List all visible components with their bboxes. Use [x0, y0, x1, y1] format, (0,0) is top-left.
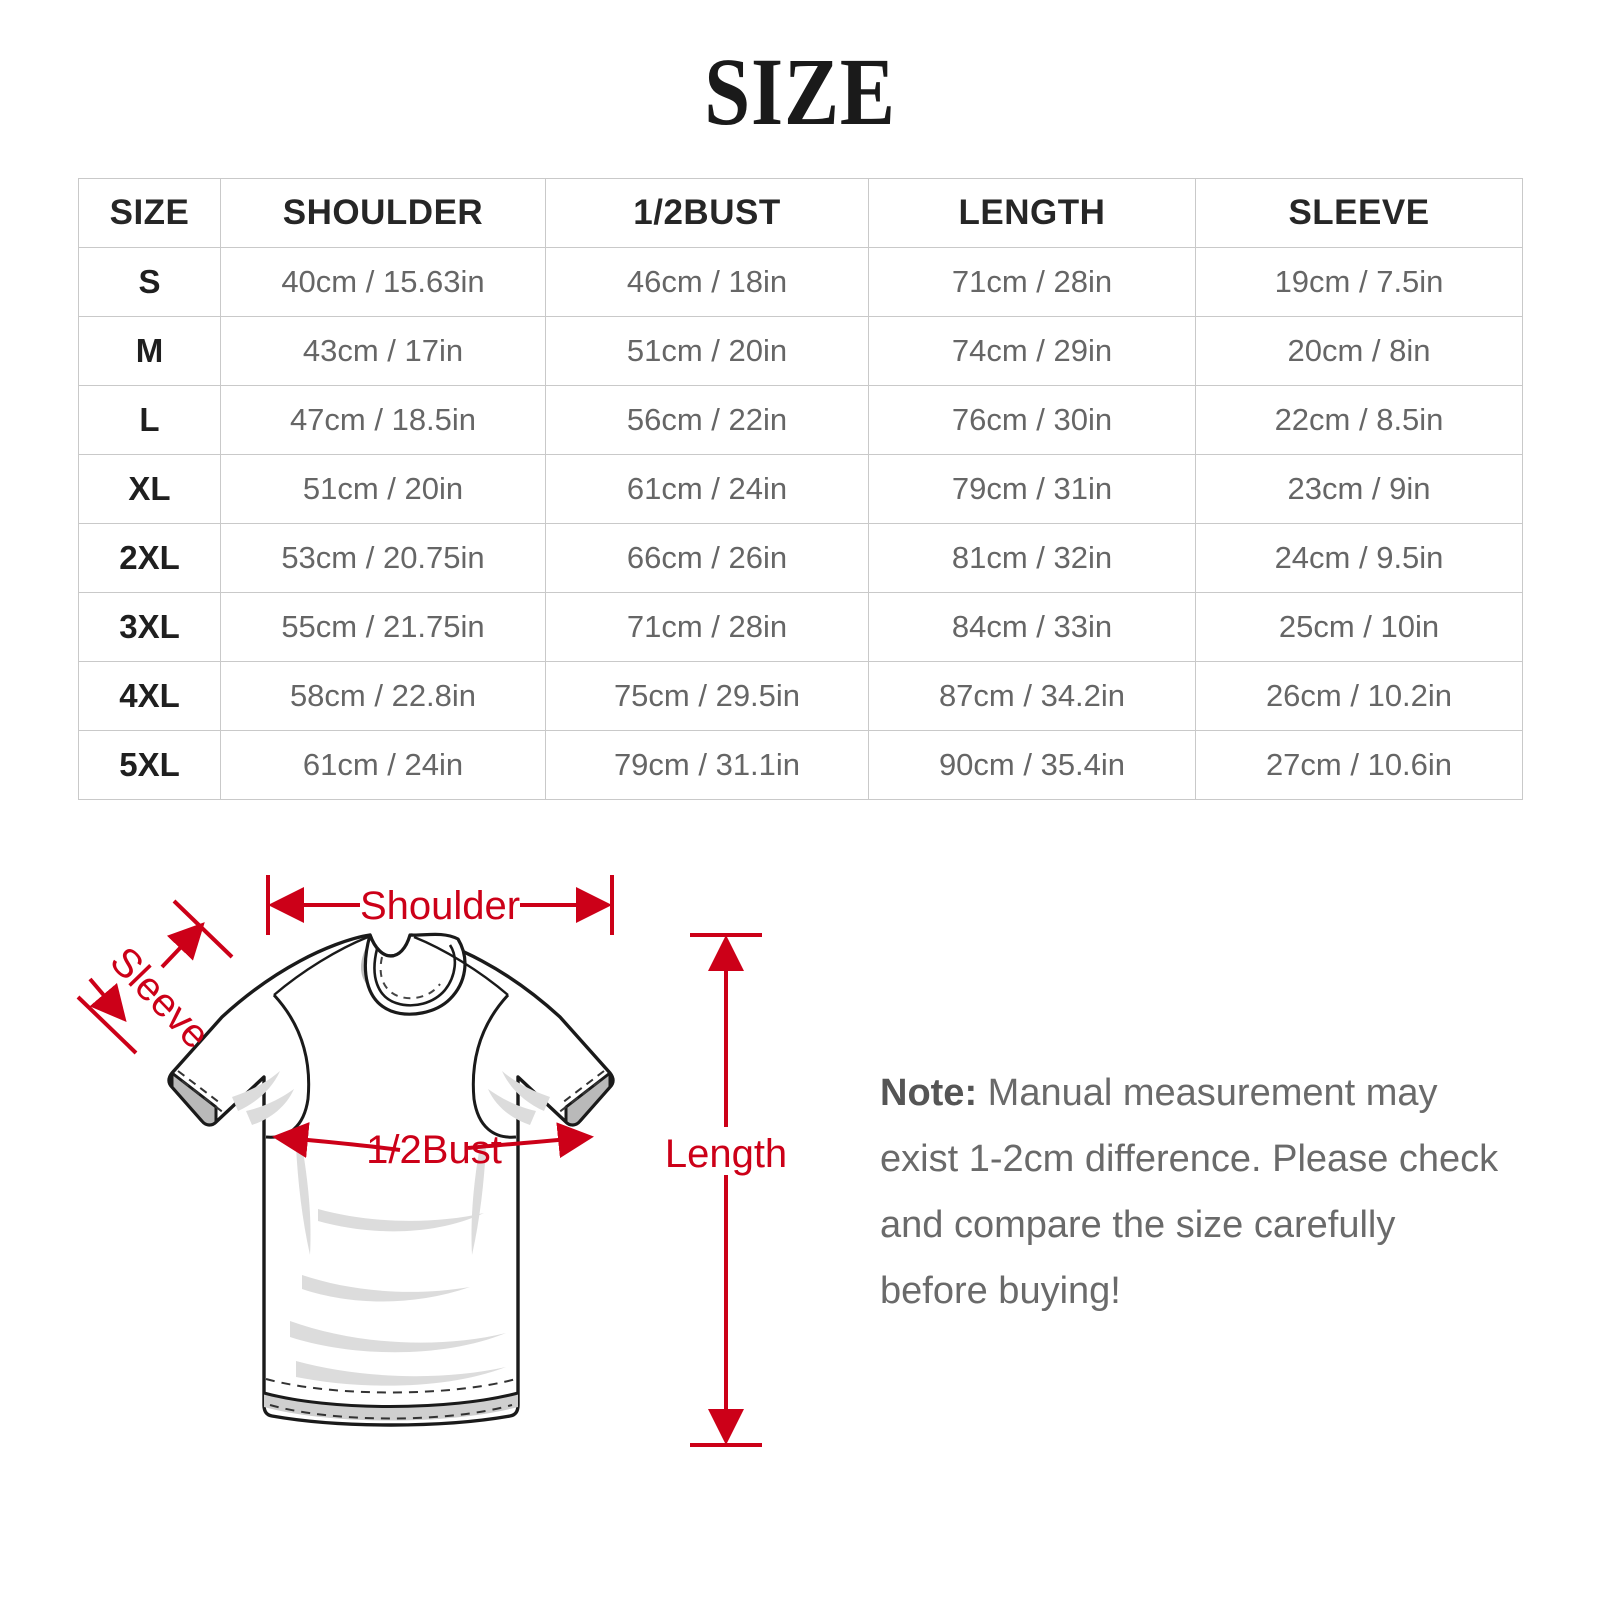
- measurement-note: Note: Manual measurement may exist 1-2cm…: [880, 1060, 1500, 1324]
- tshirt-measurement-diagram: Shoulder Sleeve 1/2Bust Length: [50, 845, 850, 1565]
- sleeve-label: Sleeve: [102, 939, 219, 1058]
- bust-arrow-right: [467, 1122, 594, 1159]
- cell-bust: 75cm / 29.5in: [545, 661, 869, 731]
- table-row: M 43cm / 17in 51cm / 20in 74cm / 29in 20…: [78, 316, 1523, 386]
- column-header-bust: 1/2BUST: [545, 178, 869, 248]
- table-row: 5XL 61cm / 24in 79cm / 31.1in 90cm / 35.…: [78, 730, 1523, 800]
- tshirt-hem-line: [263, 1391, 519, 1408]
- cell-length: 71cm / 28in: [868, 247, 1196, 317]
- table-header-row: SIZE SHOULDER 1/2BUST LENGTH SLEEVE: [78, 178, 1523, 248]
- tshirt-hem-stitch-upper: [265, 1378, 517, 1394]
- cell-bust: 51cm / 20in: [545, 316, 869, 386]
- column-header-shoulder: SHOULDER: [220, 178, 546, 248]
- cell-shoulder: 51cm / 20in: [220, 454, 546, 524]
- cell-size: 4XL: [78, 661, 221, 731]
- tshirt-cuff-left-stitch2: [181, 1080, 225, 1114]
- sleeve-arrow-lower: [88, 977, 127, 1023]
- table-row: S 40cm / 15.63in 46cm / 18in 71cm / 28in…: [78, 247, 1523, 317]
- cell-shoulder: 47cm / 18.5in: [220, 385, 546, 455]
- tshirt-collar-stitch: [379, 956, 441, 1000]
- cell-shoulder: 43cm / 17in: [220, 316, 546, 386]
- cell-sleeve: 23cm / 9in: [1195, 454, 1523, 524]
- length-measurement-annotation: Length: [665, 933, 787, 1447]
- cell-bust: 79cm / 31.1in: [545, 730, 869, 800]
- cell-length: 87cm / 34.2in: [868, 661, 1196, 731]
- note-prefix: Note:: [880, 1072, 978, 1114]
- sleeve-tick-lower: [76, 995, 138, 1055]
- table-row: 3XL 55cm / 21.75in 71cm / 28in 84cm / 33…: [78, 592, 1523, 662]
- sleeve-arrow-upper: [160, 922, 205, 969]
- shoulder-label: Shoulder: [360, 884, 520, 928]
- cell-sleeve: 20cm / 8in: [1195, 316, 1523, 386]
- cell-size: XL: [78, 454, 221, 524]
- sleeve-tick-upper: [172, 899, 234, 959]
- table-row: L 47cm / 18.5in 56cm / 22in 76cm / 30in …: [78, 385, 1523, 455]
- cell-sleeve: 27cm / 10.6in: [1195, 730, 1523, 800]
- cell-shoulder: 55cm / 21.75in: [220, 592, 546, 662]
- cell-size: M: [78, 316, 221, 386]
- size-chart-table-container: SIZE SHOULDER 1/2BUST LENGTH SLEEVE S 40…: [78, 178, 1523, 800]
- bust-label: 1/2Bust: [366, 1128, 502, 1172]
- cell-size: L: [78, 385, 221, 455]
- bust-arrow-left: [272, 1122, 401, 1158]
- cell-size: S: [78, 247, 221, 317]
- tshirt-cuff-left: [170, 1071, 218, 1127]
- table-row: XL 51cm / 20in 61cm / 24in 79cm / 31in 2…: [78, 454, 1523, 524]
- tshirt-cuff-right-stitch: [561, 1070, 605, 1104]
- cell-bust: 71cm / 28in: [545, 592, 869, 662]
- cell-bust: 61cm / 24in: [545, 454, 869, 524]
- tshirt-cuff-right-stitch2: [557, 1080, 601, 1114]
- cell-sleeve: 26cm / 10.2in: [1195, 661, 1523, 731]
- tshirt-shoulder-seam-right: [413, 935, 509, 996]
- cell-shoulder: 53cm / 20.75in: [220, 523, 546, 593]
- cell-size: 2XL: [78, 523, 221, 593]
- cell-bust: 56cm / 22in: [545, 385, 869, 455]
- shoulder-measurement-annotation: Shoulder: [266, 875, 614, 935]
- column-header-sleeve: SLEEVE: [1195, 178, 1523, 248]
- cell-size: 3XL: [78, 592, 221, 662]
- tshirt-armhole-right: [471, 993, 517, 1139]
- cell-sleeve: 25cm / 10in: [1195, 592, 1523, 662]
- length-label: Length: [665, 1132, 787, 1176]
- tshirt-fabric-folds: [232, 1071, 550, 1386]
- cell-shoulder: 58cm / 22.8in: [220, 661, 546, 731]
- table-row: 2XL 53cm / 20.75in 66cm / 26in 81cm / 32…: [78, 523, 1523, 593]
- size-chart-table: SIZE SHOULDER 1/2BUST LENGTH SLEEVE S 40…: [78, 178, 1523, 800]
- bust-measurement-annotation: 1/2Bust: [272, 1122, 594, 1172]
- tshirt-cuff-left-stitch: [177, 1070, 221, 1104]
- cell-shoulder: 61cm / 24in: [220, 730, 546, 800]
- cell-length: 76cm / 30in: [868, 385, 1196, 455]
- cell-sleeve: 19cm / 7.5in: [1195, 247, 1523, 317]
- cell-length: 79cm / 31in: [868, 454, 1196, 524]
- cell-length: 74cm / 29in: [868, 316, 1196, 386]
- tshirt-collar-inner: [373, 944, 457, 1007]
- cell-bust: 46cm / 18in: [545, 247, 869, 317]
- column-header-length: LENGTH: [868, 178, 1196, 248]
- page-title: SIZE: [704, 38, 896, 145]
- cell-bust: 66cm / 26in: [545, 523, 869, 593]
- cell-sleeve: 22cm / 8.5in: [1195, 385, 1523, 455]
- cell-shoulder: 40cm / 15.63in: [220, 247, 546, 317]
- cell-length: 84cm / 33in: [868, 592, 1196, 662]
- cell-sleeve: 24cm / 9.5in: [1195, 523, 1523, 593]
- table-row: 4XL 58cm / 22.8in 75cm / 29.5in 87cm / 3…: [78, 661, 1523, 731]
- note-text: Manual measurement may exist 1-2cm diffe…: [880, 1072, 1499, 1312]
- sleeve-measurement-annotation: Sleeve: [76, 899, 234, 1058]
- tshirt-shoulder-seam-left: [273, 935, 369, 996]
- column-header-size: SIZE: [78, 178, 221, 248]
- tshirt-illustration: [167, 932, 615, 1427]
- cell-length: 81cm / 32in: [868, 523, 1196, 593]
- cell-size: 5XL: [78, 730, 221, 800]
- cell-length: 90cm / 35.4in: [868, 730, 1196, 800]
